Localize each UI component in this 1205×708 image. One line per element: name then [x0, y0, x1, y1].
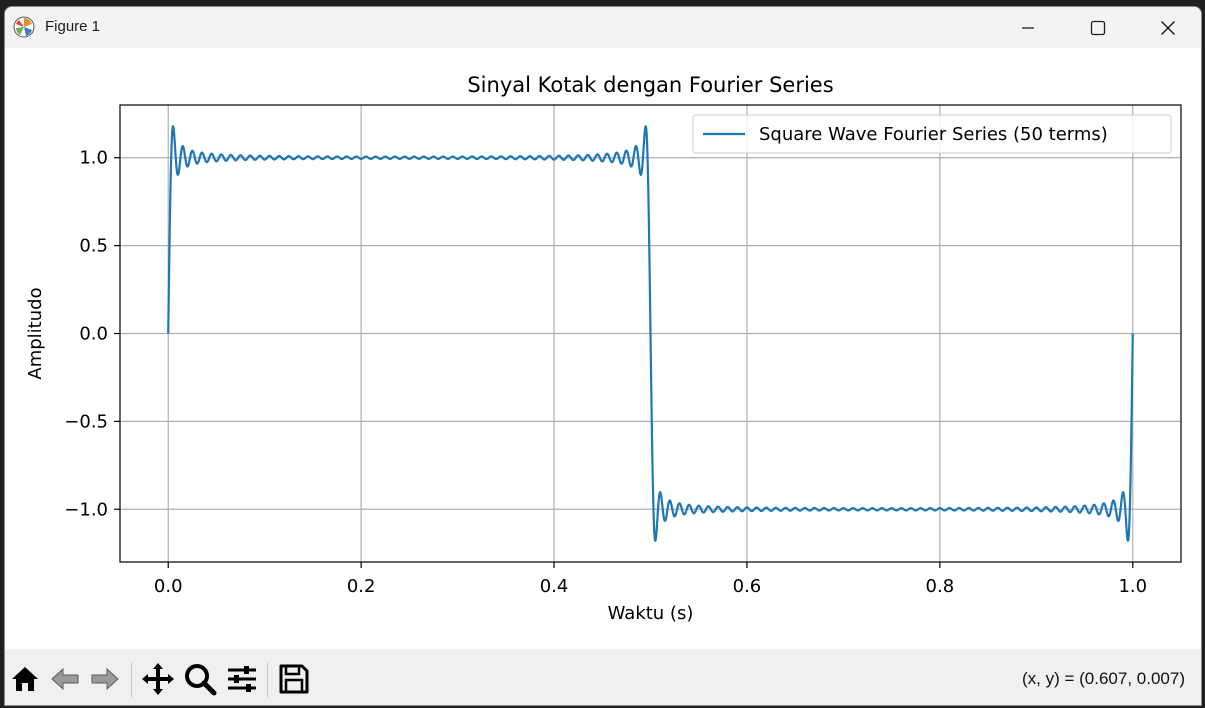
close-icon — [1161, 20, 1175, 35]
back-arrow-icon — [51, 667, 79, 691]
y-tick-label: 0.0 — [79, 324, 108, 345]
x-tick-label: 0.6 — [733, 576, 762, 597]
minimize-icon — [1022, 26, 1034, 29]
window-title: Figure 1 — [45, 18, 101, 35]
x-axis-label: Waktu (s) — [608, 603, 694, 624]
pan-button[interactable] — [140, 661, 176, 697]
y-axis-label: Amplitudo — [25, 287, 46, 379]
minimize-button[interactable] — [993, 7, 1063, 48]
close-button[interactable] — [1133, 7, 1201, 48]
save-icon — [279, 664, 309, 694]
x-axis-ticks: 0.0 0.2 0.4 0.6 0.8 1.0 — [154, 562, 1147, 597]
figure-canvas[interactable]: 0.0 0.2 0.4 0.6 0.8 1.0 1.0 0.5 0.0 −0.5 −1.0 Sin… — [5, 48, 1201, 649]
y-tick-label: −0.5 — [64, 411, 108, 432]
title-bar[interactable]: Figure 1 — [5, 7, 1201, 48]
x-tick-label: 0.8 — [926, 576, 955, 597]
chart-title: Sinyal Kotak dengan Fourier Series — [467, 73, 833, 97]
maximize-icon — [1090, 20, 1106, 35]
series-line-square-wave — [167, 125, 1134, 542]
legend-box — [692, 114, 1172, 154]
matplotlib-logo-icon — [13, 16, 35, 38]
forward-arrow-icon — [91, 667, 119, 691]
legend-label: Square Wave Fourier Series (50 terms) — [759, 124, 1108, 145]
y-tick-label: −1.0 — [64, 499, 108, 520]
navigation-toolbar: (x, y) = (0.607, 0.007) — [5, 649, 1201, 705]
pan-icon — [142, 663, 174, 695]
toolbar-separator — [267, 663, 268, 697]
zoom-icon — [185, 664, 217, 696]
line-chart[interactable]: 0.0 0.2 0.4 0.6 0.8 1.0 1.0 0.5 0.0 −0.5 −1.0 Sin… — [5, 48, 1201, 649]
figure-window: Figure 1 0.0 0.2 0.4 0.6 0.8 1.0 1.0 0.5 0.0 −0.… — [4, 6, 1202, 706]
y-axis-ticks: 1.0 0.5 0.0 −0.5 −1.0 — [64, 148, 120, 520]
configure-subplots-icon — [228, 666, 256, 692]
home-icon — [12, 667, 38, 691]
x-tick-label: 0.2 — [347, 576, 376, 597]
configure-subplots-button[interactable] — [224, 661, 260, 697]
cursor-coordinates: (x, y) = (0.607, 0.007) — [1022, 669, 1185, 688]
back-button[interactable] — [47, 661, 83, 697]
y-tick-label: 1.0 — [79, 148, 108, 169]
y-tick-label: 0.5 — [79, 236, 108, 257]
legend: Square Wave Fourier Series (50 terms) — [692, 114, 1172, 154]
save-button[interactable] — [276, 661, 312, 697]
x-tick-label: 0.0 — [154, 576, 183, 597]
home-button[interactable] — [7, 661, 43, 697]
forward-button[interactable] — [87, 661, 123, 697]
toolbar-separator — [131, 663, 132, 697]
maximize-button[interactable] — [1063, 7, 1133, 48]
x-tick-label: 1.0 — [1118, 576, 1147, 597]
x-tick-label: 0.4 — [540, 576, 569, 597]
zoom-button[interactable] — [182, 661, 218, 697]
